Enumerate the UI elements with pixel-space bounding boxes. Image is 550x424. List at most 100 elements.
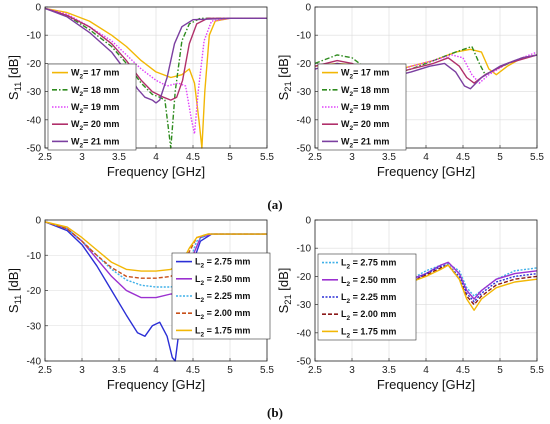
series-line-1: [44, 7, 267, 149]
x-tick-label: 3.5: [382, 365, 396, 376]
y-axis-label-main: S: [276, 304, 291, 313]
legend-box: [47, 63, 137, 151]
legend-label-tail: = 1.75 mm: [350, 326, 396, 336]
y-tick-label: -30: [297, 300, 312, 311]
x-tick-label: 5.5: [530, 365, 544, 376]
y-tick-label: -20: [297, 272, 312, 283]
y-tick-label: -40: [27, 357, 42, 368]
legend-label: L2 = 2.50 mm: [341, 275, 396, 288]
legend-label-sub: 2: [350, 142, 354, 149]
plot-frame: [314, 219, 538, 362]
x-tick-label: 5.5: [530, 152, 544, 163]
legend-label-sub: 2: [347, 298, 351, 305]
y-axis-label: S11 [dB]: [6, 268, 23, 313]
legend-label: W2= 18 mm: [341, 85, 389, 98]
x-tick-label: 5.5: [260, 152, 274, 163]
legend-label-sub: 2: [347, 332, 351, 339]
y-axis-label-sub: 11: [13, 82, 23, 92]
x-tick-label: 5: [227, 152, 233, 163]
legend-label: L2 = 2.00 mm: [195, 308, 250, 321]
y-axis-label-main: S: [6, 304, 21, 313]
y-tick-label: -10: [297, 244, 312, 255]
x-tick-label: 4: [153, 365, 159, 376]
x-tick-label: 4: [423, 365, 429, 376]
chart-b-left: 2.5 3 3.5 4 4.5 5 5.5 0 -10 -20 -30 -40 Frequency [G…: [6, 216, 274, 393]
legend-label-main: L: [341, 275, 347, 285]
series-line-5: [44, 221, 267, 272]
legend-label-main: L: [195, 274, 201, 284]
legend-label-tail: = 2.25 mm: [204, 291, 250, 301]
x-tick-label: 5: [227, 365, 233, 376]
legend-label-tail: = 2.75 mm: [204, 257, 250, 267]
legend-label-main: L: [341, 258, 347, 268]
legend-label: W2= 19 mm: [341, 102, 389, 115]
x-tick-label: 5.5: [260, 365, 274, 376]
caption-a: (a): [267, 197, 282, 212]
legend-label-main: L: [341, 292, 347, 302]
y-axis-label-tail: [dB]: [6, 268, 21, 295]
legend-label-main: W: [71, 136, 80, 146]
caption-b: (b): [267, 405, 283, 420]
legend-label-main: W: [341, 85, 350, 95]
x-tick-label: 2.5: [308, 365, 322, 376]
series-line-2: [388, 261, 538, 300]
y-axis-label: S11 [dB]: [6, 55, 23, 100]
legend-label-main: W: [71, 102, 80, 112]
legend-label-main: W: [341, 102, 350, 112]
series-line-2: [44, 7, 267, 149]
y-tick-label: -20: [27, 59, 42, 70]
series-line-5: [44, 7, 267, 104]
series-line-4: [44, 7, 267, 101]
legend-label-main: L: [195, 257, 201, 267]
x-tick-label: 5: [497, 152, 503, 163]
legend-label: L2 = 2.25 mm: [195, 291, 250, 304]
y-tick-label: -30: [27, 87, 42, 98]
legend-label: L2 = 2.25 mm: [341, 292, 396, 305]
y-tick-label: -50: [27, 144, 42, 155]
y-axis-label-tail: [dB]: [276, 268, 291, 295]
chart-a-right: 2.5 3 3.5 4 4.5 5 5.5 0 -10 -20 -30 -40 -50 Frequency…: [276, 3, 544, 180]
y-axis-label: S21 [dB]: [276, 55, 293, 101]
legend-label-tail: = 18 mm: [353, 85, 389, 95]
series-line-5: [388, 264, 538, 311]
y-tick-label: 0: [305, 3, 311, 14]
y-tick-label: -30: [27, 321, 42, 332]
legend-label-tail: = 20 mm: [353, 119, 389, 129]
plot-frame: [44, 6, 268, 149]
y-axis-label-tail: [dB]: [276, 55, 291, 82]
legend-label-sub: 2: [80, 142, 84, 149]
legend-label-tail: = 2.00 mm: [204, 308, 250, 318]
y-tick-label: -20: [297, 59, 312, 70]
legend-label-sub: 2: [80, 74, 84, 81]
x-tick-label: 3.5: [112, 365, 126, 376]
x-tick-label: 5: [497, 365, 503, 376]
x-axis-label: Frequency [GHz]: [377, 164, 475, 179]
x-tick-label: 2.5: [38, 152, 52, 163]
legend-label-sub: 2: [350, 108, 354, 115]
legend-label-sub: 2: [80, 108, 84, 115]
legend-label-main: W: [71, 85, 80, 95]
y-tick-label: -10: [27, 251, 42, 262]
x-tick-label: 4: [153, 152, 159, 163]
x-tick-label: 3: [79, 365, 85, 376]
legend-label-sub: 2: [201, 297, 205, 304]
legend-label: L2 = 2.75 mm: [341, 258, 396, 271]
y-axis-label-main: S: [6, 91, 21, 100]
y-axis-label-sub: 11: [13, 295, 23, 305]
chart-a-left: 2.5 3 3.5 4 4.5 5 5.5 0 -10 -20 -30 -40 -50 Frequency…: [6, 3, 274, 180]
x-tick-label: 4.5: [456, 365, 470, 376]
legend-label-main: L: [341, 309, 347, 319]
legend-label-tail: = 19 mm: [353, 102, 389, 112]
y-tick-label: 0: [305, 216, 311, 227]
legend-label: W2= 19 mm: [71, 102, 119, 115]
series-line-3: [44, 7, 267, 135]
legend-label: L2 = 2.75 mm: [195, 257, 250, 270]
legend-label-tail: = 17 mm: [83, 68, 119, 78]
plot-frame: [314, 6, 538, 149]
legend-label: W2= 17 mm: [341, 68, 389, 81]
legend-label: W2= 20 mm: [71, 119, 119, 132]
x-tick-label: 3: [349, 365, 355, 376]
series-line-1: [44, 221, 267, 362]
